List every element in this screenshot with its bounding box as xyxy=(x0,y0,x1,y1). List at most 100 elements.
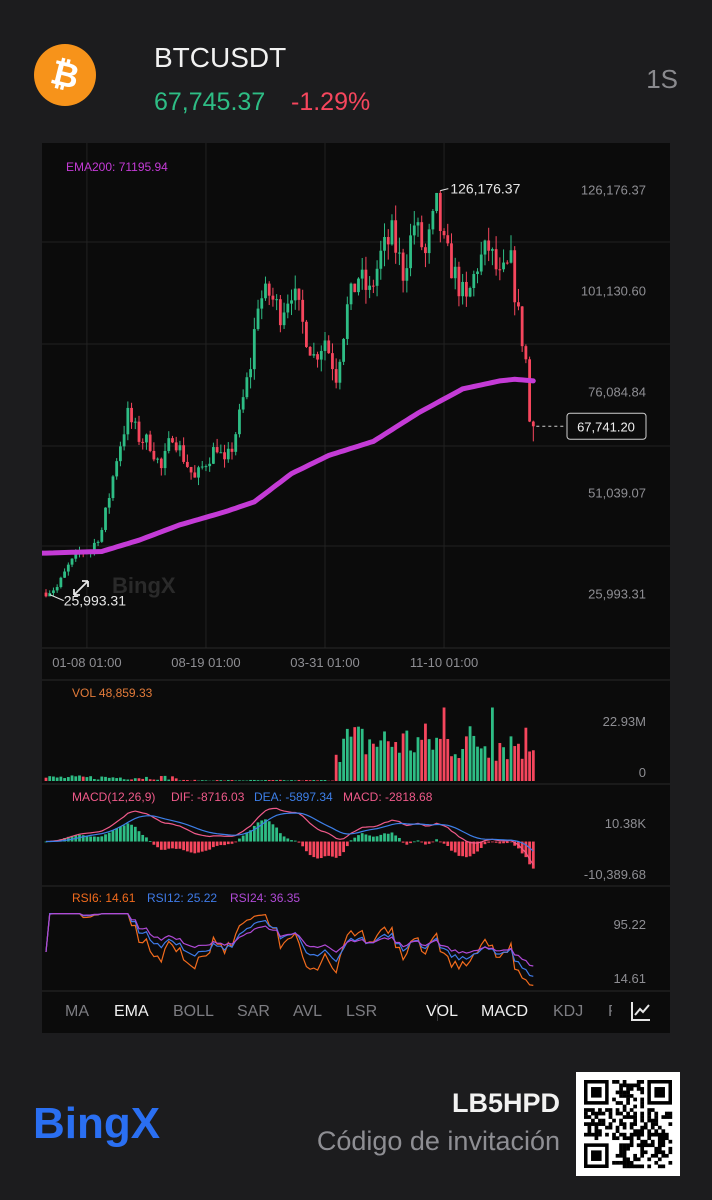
tab-vol[interactable]: VOL xyxy=(426,1003,459,1020)
candle-body xyxy=(208,463,212,467)
tab-boll[interactable]: BOLL xyxy=(173,1003,214,1020)
candle-body xyxy=(479,254,483,272)
watermark-text: BingX xyxy=(112,573,176,598)
volume-bar xyxy=(524,727,528,781)
candle-body xyxy=(256,308,260,330)
macd-histogram xyxy=(44,819,535,869)
qr-module xyxy=(608,1122,613,1126)
tab-sar[interactable]: SAR xyxy=(237,1003,270,1020)
volume-bar xyxy=(342,738,345,781)
qr-module xyxy=(636,1157,641,1162)
candle-body xyxy=(297,288,301,300)
tab-lsr[interactable]: LSR xyxy=(346,1003,378,1020)
macd-bar xyxy=(342,841,345,853)
qr-module xyxy=(661,1139,666,1144)
macd-bar xyxy=(282,836,286,842)
candle-body xyxy=(345,304,349,339)
volume-bar xyxy=(424,723,427,781)
candle-body xyxy=(267,283,271,296)
bingx-logo: BingX xyxy=(33,1099,160,1148)
qr-module xyxy=(622,1083,627,1088)
qr-module xyxy=(591,1122,595,1126)
candle-body xyxy=(219,452,223,454)
macd-bar xyxy=(528,841,531,865)
macd-bar xyxy=(394,835,398,842)
chart-canvas[interactable]: BingX EMA200: 71195.94 126,176.37 101,130.6… xyxy=(42,143,670,1033)
pair-title: BTCUSDT xyxy=(154,42,287,73)
qr-module xyxy=(615,1160,620,1165)
tab-avl[interactable]: AVL xyxy=(293,1003,323,1020)
qr-module xyxy=(594,1111,599,1116)
macd-bar xyxy=(204,841,208,851)
qr-module xyxy=(629,1164,634,1169)
qr-module xyxy=(636,1132,641,1137)
qr-module xyxy=(594,1136,599,1141)
tab-kdj[interactable]: KDJ xyxy=(553,1003,584,1020)
candle-body xyxy=(55,587,59,591)
macd-bar xyxy=(212,841,215,848)
candle-body xyxy=(442,231,446,236)
qr-module xyxy=(598,1129,602,1133)
macd-bar xyxy=(167,841,171,849)
candle-body xyxy=(375,268,379,286)
qr-module xyxy=(615,1111,620,1116)
qr-module xyxy=(584,1111,588,1116)
tab-macd[interactable]: MACD xyxy=(481,1003,529,1020)
volume-bar xyxy=(371,743,375,781)
macd-bar xyxy=(141,834,145,842)
macd-bar xyxy=(505,841,509,844)
tab-ema[interactable]: EMA xyxy=(114,1003,149,1020)
candle-body xyxy=(193,472,197,478)
qr-module xyxy=(640,1143,645,1148)
macd-bar xyxy=(238,838,241,842)
candle-body xyxy=(226,448,230,460)
volume-bar xyxy=(156,779,159,781)
candle-body xyxy=(468,288,472,297)
qr-module xyxy=(668,1160,673,1165)
candle-body xyxy=(394,220,398,253)
candle-body xyxy=(215,447,219,453)
candle-body xyxy=(152,450,156,460)
indicator-settings-icon[interactable] xyxy=(630,999,652,1023)
candle-body xyxy=(167,438,171,451)
tab-rsi[interactable]: R xyxy=(608,1003,612,1021)
qr-module xyxy=(647,1115,652,1119)
volume-bar xyxy=(241,780,245,781)
qr-module xyxy=(619,1153,623,1158)
macd-bar xyxy=(278,833,282,842)
qr-module xyxy=(654,1111,659,1116)
chart-panel[interactable]: BingX EMA200: 71195.94 126,176.37 101,130.6… xyxy=(42,143,670,1033)
volume-bar xyxy=(256,780,260,781)
qr-module xyxy=(622,1160,627,1165)
qr-module xyxy=(591,1108,595,1112)
volume-bar xyxy=(271,780,275,781)
qr-code-icon xyxy=(576,1072,680,1176)
macd-tick-label: -10,389.68 xyxy=(584,867,646,882)
macd-bar xyxy=(427,841,431,844)
qr-module xyxy=(647,1157,652,1162)
interval-selector[interactable]: 1S xyxy=(646,64,678,94)
volume-bar xyxy=(494,760,498,781)
qr-module xyxy=(664,1136,669,1141)
qr-module xyxy=(643,1125,648,1130)
candle-body xyxy=(141,441,145,443)
volume-bar xyxy=(107,777,111,781)
qr-module xyxy=(619,1083,623,1088)
volume-bar xyxy=(55,777,59,781)
volume-bar xyxy=(234,780,238,781)
candle-body xyxy=(122,434,126,447)
tab-ma[interactable]: MA xyxy=(65,1003,89,1020)
macd-bar xyxy=(104,834,107,842)
macd-bar xyxy=(435,839,438,842)
qr-module xyxy=(640,1164,645,1169)
candle-body xyxy=(494,249,498,270)
macd-bar xyxy=(208,841,212,850)
qr-module xyxy=(654,1122,659,1126)
volume-bar xyxy=(457,758,461,781)
candle-body xyxy=(137,421,141,442)
qr-module xyxy=(587,1122,592,1126)
candle-body xyxy=(524,346,528,360)
candle-body xyxy=(431,211,435,230)
qr-module xyxy=(598,1108,602,1112)
qr-module xyxy=(668,1111,673,1116)
